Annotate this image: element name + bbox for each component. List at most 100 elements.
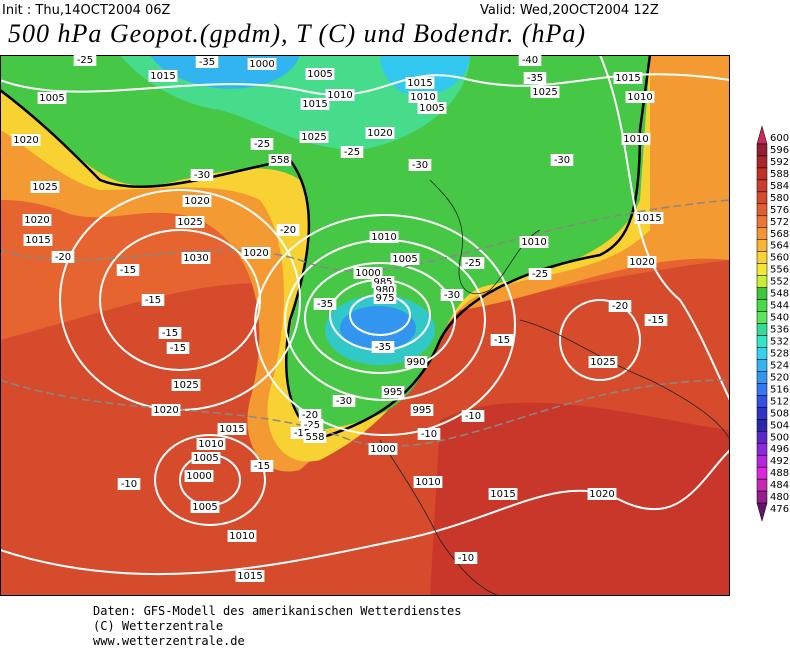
contour-label-bg <box>181 252 211 264</box>
map-area <box>0 55 730 596</box>
contour-label: 1025 <box>177 217 202 228</box>
contour-label-bg <box>550 154 574 166</box>
colorbar-label: 500 <box>770 432 789 443</box>
contour-label: 558 <box>305 432 324 443</box>
contour-label-bg <box>369 231 399 243</box>
colorbar-cap <box>756 502 768 522</box>
contour-label-bg <box>408 91 438 103</box>
contour-label: 1025 <box>532 87 557 98</box>
contour-label: 990 <box>406 357 425 368</box>
contour-label-bg <box>405 77 435 89</box>
colorbar-label: 492 <box>770 456 789 467</box>
colorbar-swatch <box>756 179 768 193</box>
low-core <box>340 306 416 350</box>
contour-label-bg <box>117 478 141 490</box>
colorbar-swatch <box>756 227 768 240</box>
contour-label-bg <box>73 54 97 66</box>
colorbar-swatch <box>756 263 768 276</box>
contour-label: 1025 <box>173 380 198 391</box>
contour-label: -35 <box>317 299 333 310</box>
contour-label: 1020 <box>13 135 38 146</box>
contour-label: -35 <box>375 342 391 353</box>
contour-label: -10 <box>421 429 437 440</box>
contour-label-bg <box>268 154 292 166</box>
colorbar-swatch <box>756 478 768 492</box>
contour-label-bg <box>298 409 322 421</box>
contour-label-bg <box>30 181 60 193</box>
contour-label: -25 <box>304 420 320 431</box>
contour-label: 1020 <box>629 257 654 268</box>
colorbar-swatch <box>756 347 768 360</box>
contour-label: 1025 <box>32 182 57 193</box>
contour-label-bg <box>340 146 364 158</box>
contour-label: 1010 <box>198 439 223 450</box>
contour-label-bg <box>191 452 221 464</box>
contour-label-bg <box>368 443 398 455</box>
contour-label-bg <box>148 70 178 82</box>
contour-label-bg <box>22 214 52 226</box>
contour-label-bg <box>217 423 247 435</box>
contour-558 <box>0 55 652 440</box>
colorbar-label: 532 <box>770 336 789 347</box>
contour-label: 1010 <box>623 134 648 145</box>
contour-label-bg <box>190 169 214 181</box>
colorbar-swatch <box>756 143 768 157</box>
contour-label: -40 <box>522 55 538 66</box>
contour-label: -25 <box>77 55 93 66</box>
contour-label: -20 <box>612 301 628 312</box>
contour-label: -15 <box>170 343 186 354</box>
colorbar-label: 504 <box>770 420 789 431</box>
contour-label: 1005 <box>307 69 332 80</box>
contour-label-bg <box>51 251 75 263</box>
contour-label-bg <box>461 410 485 422</box>
contour-label-bg <box>625 91 655 103</box>
contour-label-bg <box>241 247 271 259</box>
contour-label-bg <box>408 159 432 171</box>
colorbar-label: 572 <box>770 217 789 228</box>
colorbar-label: 584 <box>770 181 789 192</box>
colorbar-label: 580 <box>770 193 789 204</box>
colorbar-label: 528 <box>770 348 789 359</box>
contour-label: 1030 <box>183 253 208 264</box>
colorbar-label: 536 <box>770 325 789 336</box>
colorbar-swatch <box>756 167 768 181</box>
contour-label: -15 <box>494 335 510 346</box>
contour-label: 1020 <box>589 489 614 500</box>
contour-label: 1020 <box>184 196 209 207</box>
colorbar-swatch <box>756 442 768 456</box>
colorbar-swatch <box>756 431 768 444</box>
contour-label: -10 <box>458 553 474 564</box>
website: www.wetterzentrale.de <box>93 634 245 648</box>
contour-label: -25 <box>465 258 481 269</box>
contour-label-bg <box>235 570 265 582</box>
colorbar-swatch <box>756 335 768 348</box>
contour-label-bg <box>519 236 549 248</box>
contour-label-bg <box>184 470 214 482</box>
contour-label-bg <box>325 89 355 101</box>
colorbar-swatch <box>756 275 768 288</box>
contour-label-bg <box>587 488 617 500</box>
colorbar-label: 592 <box>770 157 789 168</box>
contour-label-bg <box>627 256 657 268</box>
colorbar-swatch <box>756 239 768 252</box>
contour-label: -30 <box>336 396 352 407</box>
contour-label: 985 <box>373 277 392 288</box>
contour-label-bg <box>390 253 420 265</box>
contour-label-bg <box>371 341 395 353</box>
colorbar-label: 564 <box>770 241 789 252</box>
contour-label: 1005 <box>193 453 218 464</box>
contour-label: 1015 <box>407 78 432 89</box>
valid-time: Valid: Wed,20OCT2004 12Z <box>480 3 659 18</box>
contour-label-bg <box>23 234 53 246</box>
contour-label: 1005 <box>419 103 444 114</box>
colorbar-label: 484 <box>770 480 789 491</box>
colorbar-label: 512 <box>770 396 789 407</box>
colorbar-label: 544 <box>770 301 789 312</box>
colorbar-swatch <box>756 311 768 324</box>
colorbar-label: 560 <box>770 253 789 264</box>
contour-label: 1025 <box>590 357 615 368</box>
contour-label: -20 <box>302 410 318 421</box>
colorbar-label: 480 <box>770 492 789 503</box>
